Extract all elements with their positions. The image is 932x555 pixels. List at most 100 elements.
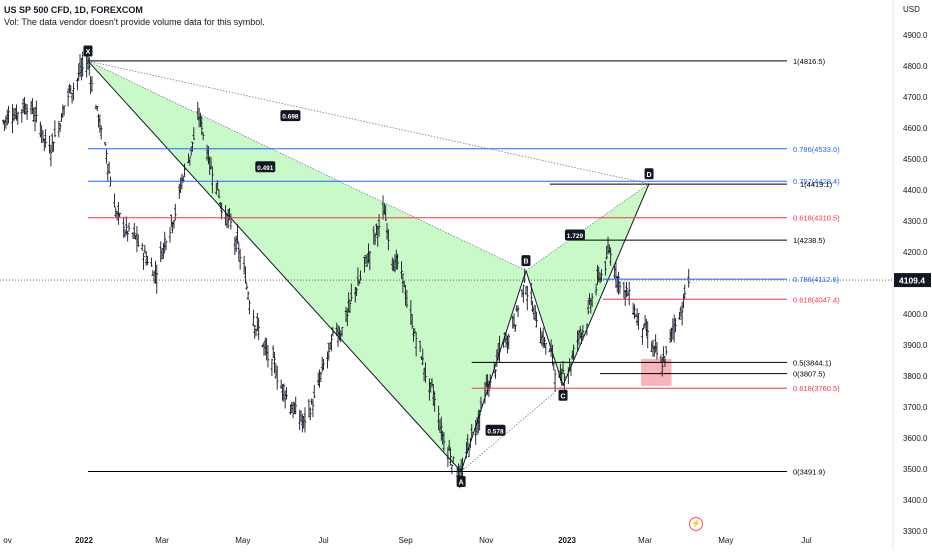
level-label: 1(4816.5) <box>793 57 826 66</box>
y-tick-label: 3800.0 <box>903 372 928 381</box>
ohlc-bar <box>229 213 233 230</box>
ohlc-bar <box>191 141 194 152</box>
ohlc-bar <box>535 312 538 328</box>
ratio-label: 1.729 <box>567 233 584 240</box>
pattern-point-marker <box>644 168 654 180</box>
ohlc-bar <box>282 383 286 402</box>
currency-label: USD <box>903 5 920 14</box>
ohlc-bar <box>132 222 136 239</box>
level-label: 1(4419.1) <box>800 180 833 189</box>
ohlc-bar <box>81 51 84 77</box>
pattern-leg <box>87 60 462 472</box>
ohlc-bar <box>617 271 620 295</box>
ohlc-bar <box>311 398 315 418</box>
ohlc-bar <box>442 432 446 452</box>
symbol-title[interactable]: US SP 500 CFD, 1D, FOREXCOM <box>4 5 143 15</box>
ohlc-bar <box>155 264 159 294</box>
pattern-point-marker <box>558 389 568 401</box>
lightning-icon[interactable]: ⚡ <box>689 517 703 531</box>
ohlc-bar <box>126 230 129 242</box>
x-tick-label: 2022 <box>75 536 93 545</box>
ohlc-bar <box>618 281 622 294</box>
ratio-label: 0.491 <box>257 165 274 172</box>
ohlc-bar <box>605 246 608 260</box>
ohlc-bar <box>450 463 454 475</box>
ohlc-bar <box>125 216 128 235</box>
level-label: 1(4238.5) <box>793 236 826 245</box>
ohlc-bar <box>146 256 149 265</box>
ohlc-bar <box>544 342 548 355</box>
pattern-leg <box>460 270 527 472</box>
ohlc-bar <box>633 304 636 319</box>
y-tick-label: 3700.0 <box>903 403 928 412</box>
pattern-point-marker <box>521 255 531 267</box>
ohlc-bar <box>410 314 414 329</box>
ohlc-bar <box>512 313 516 329</box>
last-price-tag <box>894 273 931 288</box>
ohlc-bar <box>252 309 255 327</box>
ohlc-bar <box>357 279 361 285</box>
ohlc-bar <box>522 284 525 303</box>
ohlc-bar <box>53 120 57 138</box>
level-label: 0.618(4310.5) <box>793 214 840 223</box>
ohlc-bar <box>245 283 249 290</box>
ohlc-bar <box>266 344 270 368</box>
pattern-point-label: C <box>560 393 565 400</box>
ratio-badge <box>485 424 506 436</box>
y-tick-label: 4000.0 <box>903 310 928 319</box>
ohlc-bar <box>16 111 20 125</box>
ohlc-bar <box>373 232 377 245</box>
ohlc-bar <box>52 141 55 152</box>
ohlc-bar <box>211 166 214 194</box>
pattern-diagonal <box>525 183 650 271</box>
ohlc-bar <box>62 105 66 116</box>
ohlc-bar <box>72 82 75 101</box>
ohlc-bar <box>604 260 607 276</box>
ohlc-bar <box>200 116 204 136</box>
ohlc-bar <box>514 324 517 332</box>
ohlc-bar <box>308 407 312 421</box>
level-label: 0.786(4112.6) <box>793 275 840 284</box>
ohlc-bar <box>217 189 221 199</box>
last-price-value: 4109.4 <box>899 276 925 286</box>
ohlc-bar <box>238 248 242 270</box>
y-tick-label: 4600.0 <box>903 124 928 133</box>
y-tick-label: 3400.0 <box>903 496 928 505</box>
ohlc-bar <box>257 317 260 340</box>
ohlc-bar <box>466 434 470 450</box>
ohlc-bar <box>470 423 474 438</box>
ohlc-bar <box>433 391 436 412</box>
ohlc-bar <box>664 346 668 356</box>
ohlc-bar <box>270 358 274 376</box>
ohlc-bar <box>678 311 681 320</box>
ohlc-bar <box>516 305 520 318</box>
ohlc-bar <box>400 261 403 280</box>
ohlc-bar <box>291 401 295 419</box>
ohlc-bar <box>561 360 565 374</box>
ohlc-bar <box>552 361 556 371</box>
ohlc-bar <box>414 332 418 357</box>
ratio-badge <box>564 229 585 241</box>
ohlc-bar <box>391 257 394 270</box>
ohlc-bar <box>655 342 659 360</box>
ohlc-bar <box>25 104 29 121</box>
level-label: 0(3807.5) <box>793 370 826 379</box>
x-tick-label: Sep <box>398 536 413 545</box>
ohlc-bar <box>637 313 640 330</box>
y-tick-label: 4700.0 <box>903 93 928 102</box>
ohlc-bar <box>220 203 223 220</box>
ohlc-bar <box>683 284 687 300</box>
ohlc-bar <box>168 227 172 243</box>
ohlc-bar <box>209 157 213 170</box>
pattern-point-label: D <box>647 172 652 179</box>
ohlc-bar <box>246 291 250 301</box>
ohlc-bar <box>39 121 42 138</box>
x-tick-label: Mar <box>638 536 652 545</box>
ohlc-bar <box>600 269 603 282</box>
ohlc-bar <box>192 127 196 141</box>
ohlc-bar <box>218 201 222 209</box>
pattern-point-label: A <box>459 479 464 486</box>
x-tick-label: Nov <box>479 536 493 545</box>
